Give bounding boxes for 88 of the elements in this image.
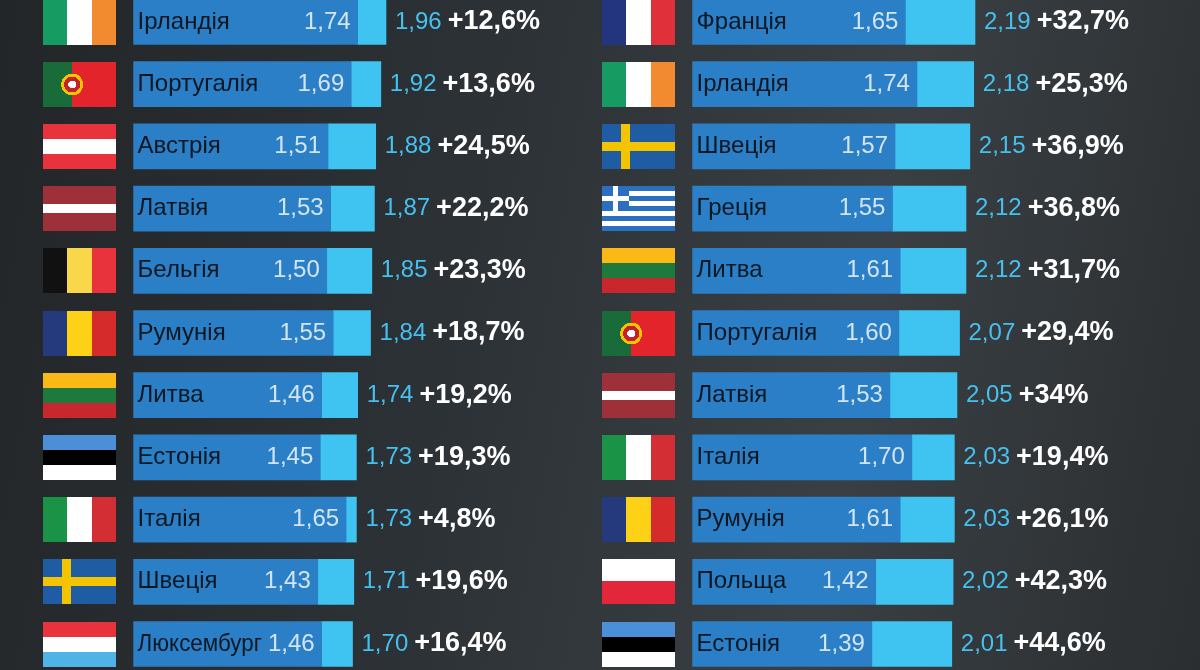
total-label: 1,87 bbox=[383, 193, 431, 221]
y-tick-label: Польща bbox=[696, 566, 787, 594]
y-tick-label: Швеція bbox=[137, 566, 218, 594]
annotation: +29,4% bbox=[1021, 316, 1114, 347]
data-label: 1,65 bbox=[292, 504, 340, 532]
annotation: +22,2% bbox=[436, 192, 529, 223]
total-label: 2,12 bbox=[974, 193, 1022, 221]
annotation: +32,7% bbox=[1036, 5, 1130, 36]
total-label: 2,03 bbox=[963, 504, 1011, 532]
total-label: 1,70 bbox=[361, 628, 409, 656]
total-label: 2,18 bbox=[982, 68, 1030, 96]
total-label: 2,03 bbox=[963, 442, 1011, 470]
annotation: +19,2% bbox=[419, 378, 512, 409]
total-label: 1,88 bbox=[384, 131, 432, 159]
annotation: +16,4% bbox=[414, 627, 507, 658]
annotation: +4,8% bbox=[418, 503, 496, 534]
y-tick-label: Естонія bbox=[696, 628, 780, 656]
annotation: +42,3% bbox=[1014, 565, 1108, 596]
total-label: 1,71 bbox=[362, 566, 410, 594]
y-tick-label: Португалія bbox=[137, 68, 259, 96]
total-label: 2,01 bbox=[960, 628, 1008, 656]
total-label: 2,02 bbox=[962, 566, 1009, 594]
total-label: 1,73 bbox=[365, 442, 413, 470]
annotation: +19,3% bbox=[418, 440, 511, 471]
y-tick-label: Бельгія bbox=[137, 255, 220, 283]
data-label: 1,60 bbox=[845, 317, 892, 345]
total-label: 2,12 bbox=[974, 255, 1022, 283]
annotation: +36,9% bbox=[1031, 129, 1124, 160]
y-tick-label: Швеція bbox=[696, 131, 777, 159]
total-label: 1,73 bbox=[365, 504, 413, 532]
data-label: 1,51 bbox=[274, 131, 322, 159]
data-label: 1,57 bbox=[841, 131, 889, 159]
data-label: 1,39 bbox=[818, 628, 865, 656]
y-tick-label: Латвія bbox=[696, 379, 768, 407]
annotation: +13,6% bbox=[442, 67, 535, 98]
total-label: 1,85 bbox=[380, 255, 428, 283]
data-label: 1,74 bbox=[863, 68, 910, 96]
data-label: 1,53 bbox=[276, 193, 324, 221]
annotation: +12,6% bbox=[447, 5, 541, 36]
y-tick-label: Італія bbox=[137, 504, 201, 532]
y-tick-label: Франція bbox=[696, 6, 787, 34]
total-label: 2,07 bbox=[968, 317, 1016, 345]
annotation: +34% bbox=[1018, 378, 1089, 409]
y-tick-label: Румунія bbox=[137, 317, 226, 345]
total-label: 1,74 bbox=[366, 379, 414, 407]
data-label: 1,55 bbox=[279, 317, 327, 345]
y-tick-label: Естонія bbox=[137, 442, 221, 470]
annotation: +23,3% bbox=[433, 254, 526, 285]
total-label: 1,92 bbox=[389, 68, 437, 96]
annotation: +44,6% bbox=[1013, 627, 1106, 658]
annotation: +31,7% bbox=[1027, 254, 1121, 285]
y-tick-label: Ірландія bbox=[696, 68, 789, 96]
annotation: +24,5% bbox=[437, 129, 530, 160]
annotation: +19,6% bbox=[415, 565, 508, 596]
annotation: +26,1% bbox=[1016, 503, 1109, 534]
y-tick-label: Ірландія bbox=[137, 6, 230, 34]
y-tick-label: Литва bbox=[696, 255, 764, 283]
data-label: 1,61 bbox=[846, 504, 894, 532]
y-tick-label: Литва bbox=[137, 379, 205, 407]
data-label: 1,45 bbox=[266, 442, 314, 470]
data-label: 1,55 bbox=[838, 193, 886, 221]
data-label: 1,69 bbox=[297, 68, 345, 96]
y-tick-label: Португалія bbox=[696, 317, 818, 345]
y-tick-label: Австрія bbox=[137, 131, 221, 159]
data-label: 1,65 bbox=[851, 6, 899, 34]
y-tick-label: Італія bbox=[696, 442, 760, 470]
total-label: 2,15 bbox=[978, 131, 1026, 159]
data-label: 1,43 bbox=[264, 566, 311, 594]
annotation: +25,3% bbox=[1035, 67, 1128, 98]
data-label: 1,53 bbox=[836, 379, 883, 407]
y-tick-label: Греція bbox=[696, 193, 768, 221]
data-label: 1,70 bbox=[858, 442, 905, 470]
data-label: 1,42 bbox=[821, 566, 869, 594]
total-label: 1,84 bbox=[379, 317, 427, 345]
annotation: +19,4% bbox=[1016, 440, 1109, 471]
y-tick-label: Латвія bbox=[137, 193, 209, 221]
y-tick-label: Люксембург bbox=[137, 628, 262, 656]
data-label: 1,50 bbox=[273, 255, 320, 283]
y-tick-label: Румунія bbox=[696, 504, 785, 532]
total-label: 2,05 bbox=[965, 379, 1013, 407]
data-label: 1,46 bbox=[267, 628, 315, 656]
total-label: 2,19 bbox=[984, 6, 1031, 34]
annotation: +18,7% bbox=[432, 316, 525, 347]
annotation: +36,8% bbox=[1027, 192, 1121, 223]
total-label: 1,96 bbox=[395, 6, 442, 34]
data-label: 1,74 bbox=[303, 6, 351, 34]
data-label: 1,61 bbox=[846, 255, 894, 283]
data-label: 1,46 bbox=[267, 379, 315, 407]
